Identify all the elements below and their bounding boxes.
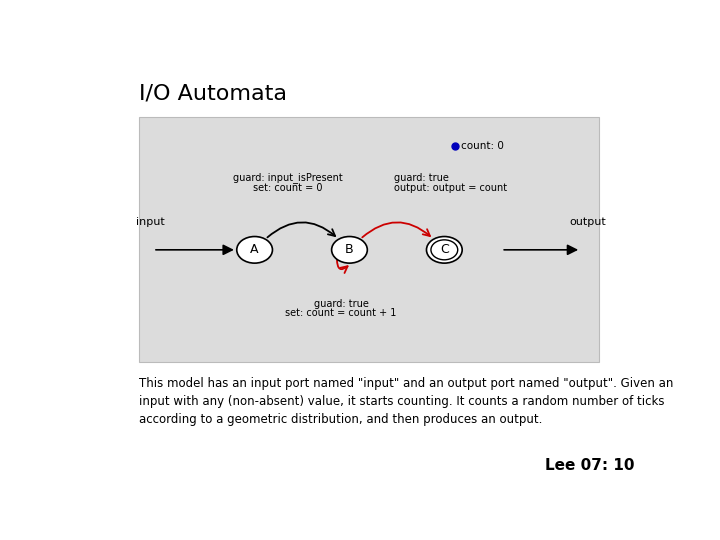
Circle shape (237, 237, 272, 263)
FancyBboxPatch shape (139, 117, 600, 362)
Text: guard: true: guard: true (394, 173, 449, 183)
FancyArrowPatch shape (267, 222, 335, 238)
Text: guard: input_isPresent: guard: input_isPresent (233, 172, 343, 183)
Text: set: count = 0: set: count = 0 (253, 183, 323, 193)
Text: I/O Automata: I/O Automata (139, 84, 287, 104)
FancyArrowPatch shape (337, 259, 348, 273)
Text: This model has an input port named "input" and an output port named "output". Gi: This model has an input port named "inpu… (139, 377, 673, 426)
Circle shape (332, 237, 367, 263)
Text: output: output = count: output: output = count (394, 183, 507, 193)
Text: B: B (345, 244, 354, 256)
Text: count: 0: count: 0 (461, 141, 504, 151)
Text: Lee 07: 10: Lee 07: 10 (544, 458, 634, 473)
Text: set: count = count + 1: set: count = count + 1 (285, 308, 397, 318)
Circle shape (426, 237, 462, 263)
Text: A: A (251, 244, 259, 256)
FancyArrowPatch shape (362, 222, 430, 238)
Text: input: input (136, 217, 165, 227)
Text: guard: true: guard: true (314, 299, 369, 309)
Text: C: C (440, 244, 449, 256)
Text: output: output (570, 217, 606, 227)
